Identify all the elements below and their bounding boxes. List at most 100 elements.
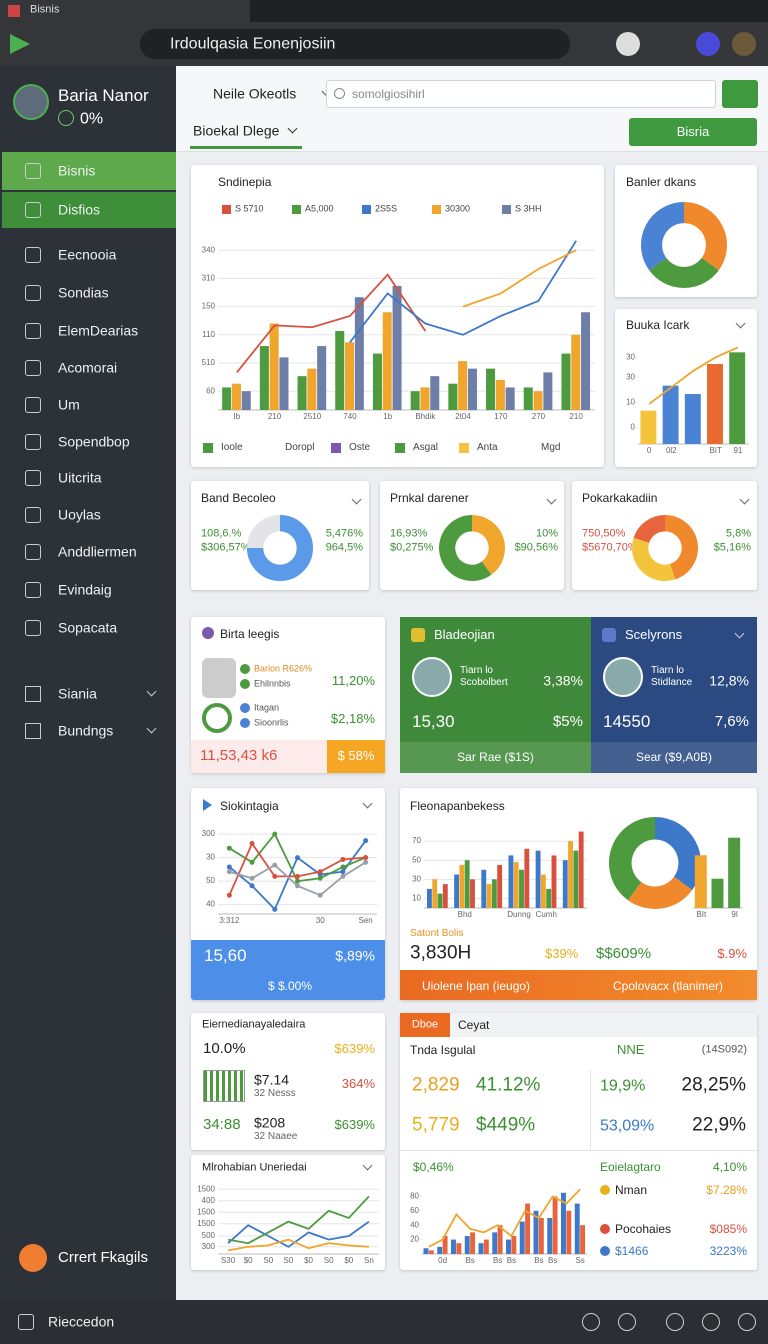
chart: [609, 817, 701, 909]
point: [226, 864, 232, 870]
bar: [491, 879, 497, 908]
x-tick-label: $0: [304, 1256, 313, 1265]
text: Itagan: [254, 702, 280, 713]
bar: [483, 1239, 489, 1254]
y-tick-label: 340: [202, 245, 216, 254]
donut-segment: [631, 537, 675, 581]
bar: [222, 387, 232, 410]
status-icon[interactable]: [666, 1313, 684, 1331]
nav-icon: [25, 507, 41, 523]
x-tick-label: BIt: [696, 910, 707, 919]
point: [272, 873, 278, 879]
point: [317, 892, 323, 898]
x-tick-label: Cumh: [536, 910, 557, 919]
url-field[interactable]: [140, 29, 570, 59]
legend-marker: [362, 205, 371, 214]
text: Evindaig: [58, 581, 112, 598]
button[interactable]: [629, 118, 757, 146]
text: Tiarn lo: [460, 665, 493, 676]
bar: [684, 394, 701, 444]
status-icon[interactable]: [702, 1313, 720, 1331]
text: Bisria: [676, 124, 710, 140]
y-tick-label: 30: [626, 372, 635, 381]
text: Crrert Fkagils: [58, 1249, 149, 1266]
bar: [533, 391, 543, 410]
bar: [538, 1218, 544, 1254]
x-tick-label: Sen: [359, 916, 373, 925]
text: Ceyat: [458, 1017, 490, 1032]
bar: [513, 862, 519, 908]
text: Bioekal Dlege: [193, 122, 280, 139]
point: [317, 875, 323, 881]
text: Sndinepia: [218, 174, 272, 189]
x-tick-label: 2t04: [455, 412, 471, 421]
text: Siokintagia: [220, 798, 279, 813]
tab-active[interactable]: [400, 1013, 450, 1037]
text: $2,18%: [330, 711, 375, 727]
icon: [202, 627, 214, 639]
point: [340, 864, 346, 870]
avatar[interactable]: [732, 32, 756, 56]
x-tick-label: 91: [733, 446, 742, 455]
donut-segment: [471, 515, 505, 575]
text: somolgiosihirl: [352, 86, 425, 101]
text: 964,5%: [325, 541, 363, 554]
point: [295, 873, 300, 879]
x-tick-label: $0: [344, 1256, 353, 1265]
text: $639%: [334, 1041, 375, 1057]
text: Mgd: [541, 442, 561, 453]
bar: [459, 865, 465, 908]
extension[interactable]: [696, 32, 720, 56]
text: 11,53,43 k6: [200, 747, 278, 764]
status-icon: [58, 110, 74, 126]
bar: [464, 1236, 470, 1254]
bar: [437, 1246, 443, 1254]
text: 41.12%: [476, 1074, 541, 1096]
text: Tiarn lo: [651, 665, 684, 676]
text: $0,275%: [390, 541, 434, 554]
text: Eoielagtaro: [600, 1159, 661, 1174]
legend-marker: [432, 205, 441, 214]
point: [249, 883, 255, 889]
bar: [335, 331, 345, 410]
text: $085%: [709, 1221, 747, 1236]
text: (14S092): [701, 1043, 747, 1056]
x-tick-label: Bs: [507, 1256, 516, 1265]
search-button[interactable]: [722, 80, 758, 108]
x-tick-label: S0: [284, 1256, 294, 1265]
nav-active[interactable]: [2, 152, 176, 190]
x-tick-label: 210: [268, 412, 282, 421]
status-icon[interactable]: [618, 1313, 636, 1331]
text: $1466: [615, 1243, 649, 1258]
bar: [454, 874, 460, 908]
text: 32 Naaee: [254, 1131, 298, 1142]
bar: [410, 391, 420, 410]
bar: [470, 1232, 476, 1254]
text: Ioole: [221, 442, 243, 453]
text: $$609%: [596, 945, 652, 962]
text: 3223%: [709, 1243, 747, 1258]
tab-strip: [400, 1013, 757, 1037]
search[interactable]: [326, 80, 716, 108]
text: 3,830H: [410, 942, 472, 964]
text: Doropl: [285, 442, 315, 453]
bar: [551, 855, 557, 908]
bar: [561, 1192, 566, 1254]
status-icon[interactable]: [582, 1313, 600, 1331]
bar: [533, 1210, 539, 1254]
bar: [372, 353, 382, 410]
bar: [728, 837, 741, 908]
text: 32 Nesss: [254, 1088, 296, 1099]
bar: [578, 831, 584, 908]
avatar[interactable]: [616, 32, 640, 56]
bar: [467, 368, 477, 410]
bar: [428, 1250, 434, 1254]
bar: [525, 1203, 531, 1254]
status-icon[interactable]: [738, 1313, 756, 1331]
nav-active[interactable]: [2, 192, 176, 228]
point: [226, 892, 232, 898]
text: A5,000: [305, 203, 334, 214]
y-tick-label: 310: [202, 274, 216, 283]
y-tick-label: 50: [412, 855, 421, 864]
